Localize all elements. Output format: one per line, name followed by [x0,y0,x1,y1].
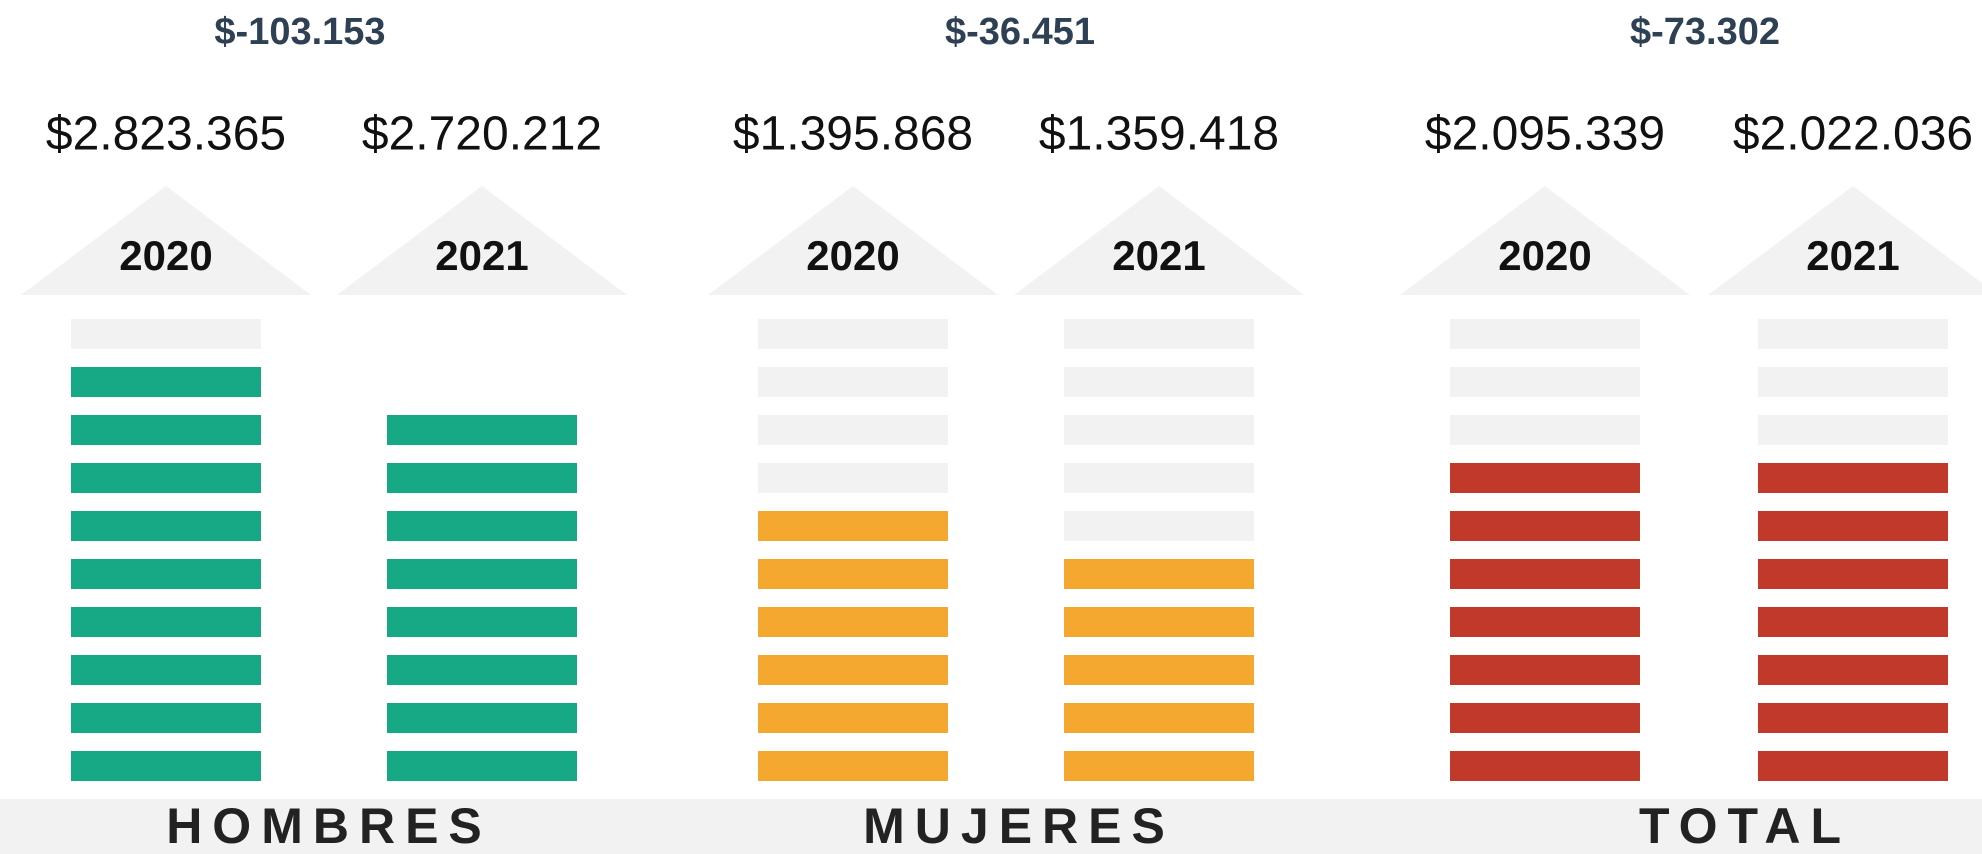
footer-band [0,799,1982,854]
filled-bar [387,607,577,637]
filled-bar [1758,703,1948,733]
filled-bar [1064,559,1254,589]
filled-bar [387,511,577,541]
empty-bar [1758,367,1948,397]
empty-bar [758,415,948,445]
difference: $-36.451 [945,11,1095,53]
empty-bar [1758,319,1948,349]
filled-bar [71,415,261,445]
roof [1400,186,1690,295]
year: 2020 [1498,232,1591,279]
filled-bar [1450,751,1640,781]
filled-bar [71,607,261,637]
difference: $-73.302 [1630,11,1780,53]
group-label: MUJERES [863,798,1175,854]
year: 2021 [1806,232,1899,279]
filled-bar [71,703,261,733]
filled-bar [1450,607,1640,637]
roof [337,186,627,295]
filled-bar [1064,703,1254,733]
filled-bar [1450,655,1640,685]
filled-bar [1064,751,1254,781]
filled-bar [387,751,577,781]
filled-bar [387,559,577,589]
filled-bar [1758,559,1948,589]
empty-bar [1450,415,1640,445]
filled-bar [1450,559,1640,589]
empty-bar [1758,415,1948,445]
amount: $2.022.036 [1733,108,1973,161]
filled-bar [71,463,261,493]
empty-bar [71,319,261,349]
empty-bar [1450,367,1640,397]
filled-bar [758,559,948,589]
year: 2020 [119,232,212,279]
filled-bar [1758,655,1948,685]
amount: $2.720.212 [362,108,602,161]
filled-bar [758,655,948,685]
year: 2020 [806,232,899,279]
group-label: HOMBRES [166,798,492,854]
filled-bar [71,367,261,397]
filled-bar [1450,511,1640,541]
filled-bar [71,751,261,781]
amount: $1.359.418 [1039,108,1279,161]
group-label: TOTAL [1639,798,1851,854]
filled-bar [1064,655,1254,685]
filled-bar [71,559,261,589]
filled-bar [758,607,948,637]
roof [1708,186,1982,295]
empty-bar [1064,319,1254,349]
roof [708,186,998,295]
empty-bar [758,463,948,493]
filled-bar [387,415,577,445]
amount: $2.823.365 [46,108,286,161]
filled-bar [1758,463,1948,493]
roof [1014,186,1304,295]
filled-bar [387,463,577,493]
amount: $1.395.868 [733,108,973,161]
filled-bar [71,655,261,685]
filled-bar [758,751,948,781]
amount: $2.095.339 [1425,108,1665,161]
difference: $-103.153 [214,11,385,53]
empty-bar [758,319,948,349]
filled-bar [1064,607,1254,637]
empty-bar [1064,415,1254,445]
year: 2021 [435,232,528,279]
filled-bar [1450,463,1640,493]
filled-bar [758,511,948,541]
filled-bar [1450,703,1640,733]
empty-bar [1064,511,1254,541]
empty-bar [1064,463,1254,493]
filled-bar [387,703,577,733]
roof [21,186,311,295]
year: 2021 [1112,232,1205,279]
filled-bar [1758,607,1948,637]
filled-bar [1758,751,1948,781]
filled-bar [1758,511,1948,541]
empty-bar [1064,367,1254,397]
filled-bar [71,511,261,541]
filled-bar [758,703,948,733]
empty-bar [758,367,948,397]
empty-bar [1450,319,1640,349]
filled-bar [387,655,577,685]
